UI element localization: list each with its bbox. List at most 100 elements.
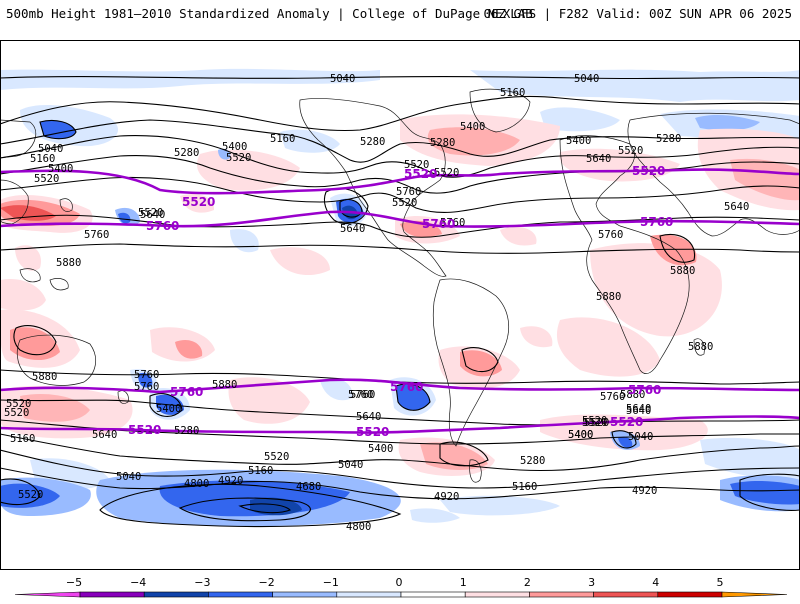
- colorbar-max-arrow: [721, 591, 788, 598]
- colorbar-tick-label: 3: [588, 576, 595, 589]
- highlight-label: 5760: [170, 385, 203, 399]
- highlight-label: 5520: [404, 167, 437, 181]
- contour-label: 5640: [586, 153, 611, 165]
- colorbar-segment: [208, 591, 273, 598]
- colorbar-segment: [143, 591, 209, 598]
- highlight-label: 5520: [128, 423, 161, 437]
- contour-label: 4800: [184, 478, 209, 490]
- contour-label: 5040: [338, 459, 363, 471]
- contour-label: 5280: [430, 137, 455, 149]
- contour-label: 5160: [30, 153, 55, 165]
- contour-label: 4920: [632, 485, 657, 497]
- highlight-label: 5520: [610, 415, 643, 429]
- height-contours: [0, 75, 800, 528]
- contour-label: 5280: [520, 455, 545, 467]
- highlight-label: 5520: [182, 195, 215, 209]
- coastlines: [0, 88, 800, 483]
- contour-label: 5760: [84, 229, 109, 241]
- contour-label: 5520: [618, 145, 643, 157]
- colorbar-tick-label: 2: [524, 576, 531, 589]
- colorbar-segment: [529, 591, 594, 598]
- colorbar-segment: [400, 591, 466, 598]
- contour-label: 5760: [348, 389, 373, 401]
- contour-label: 5640: [340, 223, 365, 235]
- contour-label: 5880: [620, 389, 645, 401]
- contour-label: 5040: [574, 73, 599, 85]
- highlight-label: 5760: [640, 215, 673, 229]
- contour-label: 5280: [656, 133, 681, 145]
- contour-label: 5040: [116, 471, 141, 483]
- contour-label: 5520: [226, 152, 251, 164]
- contour-label: 5280: [360, 136, 385, 148]
- contour-label: 5520: [18, 489, 43, 501]
- contour-label: 5520: [434, 167, 459, 179]
- contour-label: 5880: [688, 341, 713, 353]
- highlight-label: 5760: [390, 380, 423, 394]
- world-map: 5040 5040 5160 5040 5160 5400 5520 5280 …: [0, 40, 800, 570]
- colorbar-segment: [79, 591, 145, 598]
- colorbar-segment: [464, 591, 530, 598]
- contour-label: 5760: [598, 229, 623, 241]
- contour-label: 5520: [4, 407, 29, 419]
- highlight-label: 5760: [628, 383, 661, 397]
- contour-label: 5760: [134, 369, 159, 381]
- contour-label: 5520: [582, 417, 607, 429]
- contour-label: 5280: [174, 425, 199, 437]
- contour-label: 5760: [600, 391, 625, 403]
- map-panel: 5040 5040 5160 5040 5160 5400 5520 5280 …: [0, 40, 800, 570]
- product-title: 500mb Height 1981–2010 Standardized Anom…: [6, 6, 533, 21]
- contour-label: 5160: [10, 433, 35, 445]
- contour-label: 5880: [212, 379, 237, 391]
- highlight-label: 5760: [422, 217, 455, 231]
- contour-label: 5400: [222, 141, 247, 153]
- contour-label: 5880: [56, 257, 81, 269]
- colorbar-tick-label: 5: [717, 576, 724, 589]
- colorbar-tick-label: −5: [66, 576, 82, 589]
- colorbar-segments: [14, 591, 788, 598]
- contour-label: 5760: [396, 186, 421, 198]
- highlight-contours: [0, 168, 800, 434]
- contour-label: 4800: [346, 521, 371, 533]
- contour-label: 4920: [218, 475, 243, 487]
- contour-label: 5520: [264, 451, 289, 463]
- colorbar-segment: [593, 591, 659, 598]
- highlight-label: 5520: [632, 164, 665, 178]
- contour-label: 5760: [134, 381, 159, 393]
- contour-label: 5520: [404, 159, 429, 171]
- contour-label: 5520: [34, 173, 59, 185]
- highlight-label: 5520: [356, 425, 389, 439]
- contour-labels: 5040 5040 5160 5040 5160 5400 5520 5280 …: [4, 73, 749, 533]
- contour-label: 5640: [626, 403, 651, 415]
- colorbar: −5 −4 −3 −2 −1 0 1 2 3 4 5: [0, 572, 800, 600]
- contour-label: 5520: [582, 415, 607, 427]
- contour-label: 5520: [584, 417, 609, 429]
- contour-label: 5520: [138, 207, 163, 219]
- contour-label: 5280: [174, 147, 199, 159]
- highlight-labels: 5520 5520 5520 5520 5760 5760 5760 5760 …: [128, 164, 673, 439]
- contour-label: 5400: [568, 429, 593, 441]
- contour-label: 4920: [434, 491, 459, 503]
- colorbar-svg: −5 −4 −3 −2 −1 0 1 2 3 4 5: [14, 576, 788, 598]
- contour-label: 5640: [724, 201, 749, 213]
- contour-label: 5880: [32, 371, 57, 383]
- contour-label: 5160: [270, 133, 295, 145]
- colorbar-tick-label: −2: [258, 576, 274, 589]
- contour-label: 5760: [440, 217, 465, 229]
- valid-time-title: 06Z GFS | F282 Valid: 00Z SUN APR 06 202…: [483, 6, 792, 21]
- contour-label: 5400: [156, 403, 181, 415]
- colorbar-tick-label: 0: [396, 576, 403, 589]
- colorbar-min-arrow: [14, 591, 81, 598]
- contour-label: 5160: [512, 481, 537, 493]
- contour-label: 5520: [6, 398, 31, 410]
- colorbar-tick-label: 4: [652, 576, 659, 589]
- colorbar-segment: [657, 591, 723, 598]
- contour-label: 5640: [626, 405, 651, 417]
- contour-label: 5640: [140, 209, 165, 221]
- map-header: 500mb Height 1981–2010 Standardized Anom…: [0, 0, 800, 28]
- contour-label: 5880: [596, 291, 621, 303]
- contour-label: 5040: [628, 431, 653, 443]
- contour-label: 5400: [566, 135, 591, 147]
- contour-label: 5160: [500, 87, 525, 99]
- contour-label: 5400: [568, 429, 593, 441]
- contour-label: 5880: [670, 265, 695, 277]
